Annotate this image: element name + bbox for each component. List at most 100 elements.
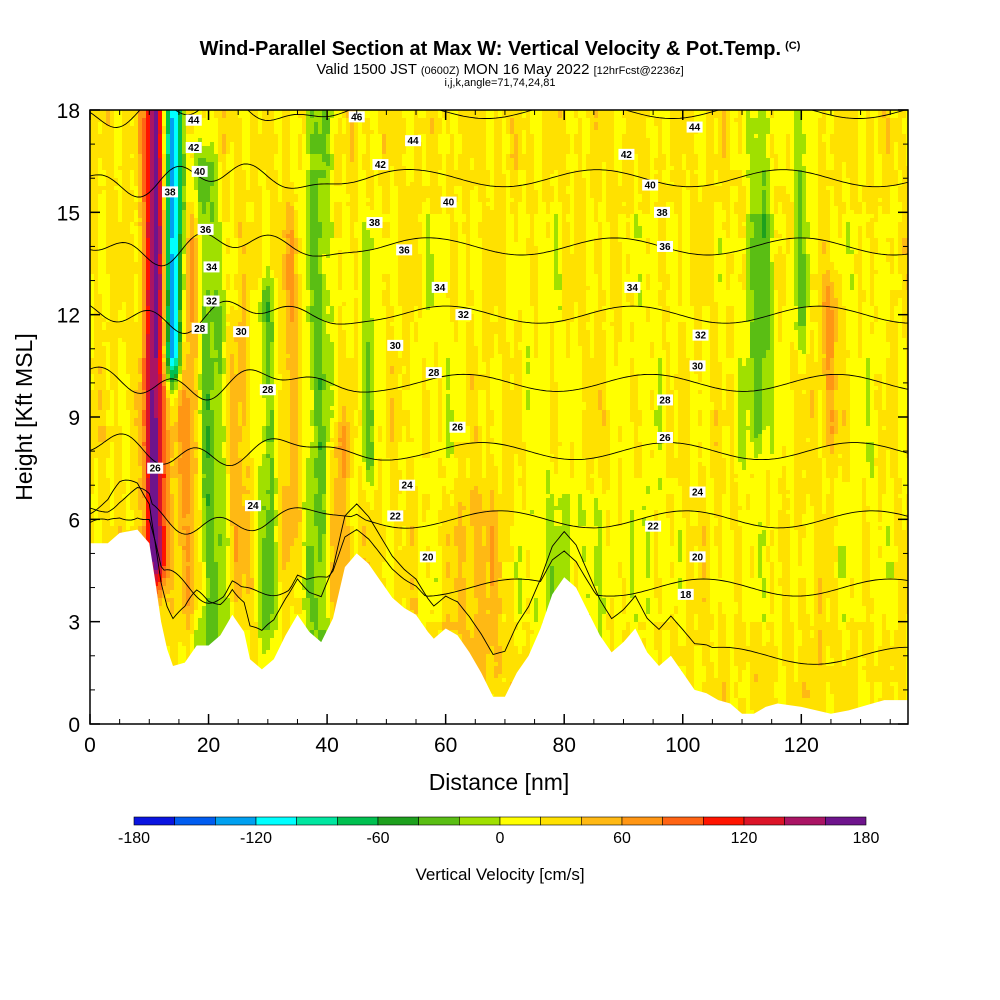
colorbar-tick-label: -60 xyxy=(366,830,389,847)
contour-label: 28 xyxy=(259,384,276,396)
colorbar-swatch xyxy=(784,816,826,826)
colorbar-swatch xyxy=(499,816,541,826)
colorbar: -180 -120 -60 0 60 120 180 xyxy=(118,816,880,847)
velocity-field xyxy=(90,110,908,724)
contour-label: 36 xyxy=(197,223,214,236)
colorbar-swatch xyxy=(255,816,297,826)
contour-label: 36 xyxy=(656,240,673,253)
contour-label: 22 xyxy=(387,510,404,522)
y-tick-label: 9 xyxy=(68,407,80,430)
x-tick-label: 20 xyxy=(197,734,220,757)
isentrope-line xyxy=(90,23,908,58)
valid-prefix: Valid 1500 JST xyxy=(316,61,416,78)
x-tick-label: 0 xyxy=(84,734,96,757)
isentrope-line xyxy=(90,479,908,665)
colorbar-swatch xyxy=(662,816,704,826)
terrain-mask xyxy=(90,529,908,724)
colorbar-swatch xyxy=(377,816,419,826)
y-axis-label: Height [Kft MSL] xyxy=(11,333,37,500)
contour-label: 32 xyxy=(203,295,220,308)
colorbar-tick-label: 60 xyxy=(613,830,631,847)
colorbar-tick-label: 180 xyxy=(853,830,880,847)
colorbar-swatch xyxy=(825,816,867,826)
contour-label: 28 xyxy=(656,394,673,406)
x-tick-label: 60 xyxy=(434,734,457,757)
contour-label: 40 xyxy=(440,196,457,209)
y-tick-label: 0 xyxy=(68,714,80,737)
y-tick-label: 3 xyxy=(68,612,80,635)
contour-label: 40 xyxy=(642,179,659,192)
colorbar-tick-label: 120 xyxy=(731,830,758,847)
contour-label: 42 xyxy=(185,142,202,154)
x-tick-label: 80 xyxy=(553,734,576,757)
isentrope-line xyxy=(90,366,908,401)
contour-label: 26 xyxy=(449,421,466,434)
isentrope-line xyxy=(90,163,908,198)
forecast-info: [12hrFcst@2236z] xyxy=(594,65,684,77)
contour-label: 30 xyxy=(233,326,250,338)
isentrope-line xyxy=(90,300,908,334)
contour-label: 40 xyxy=(191,165,208,178)
contour-label: 42 xyxy=(618,148,635,161)
x-tick-label: 40 xyxy=(315,734,338,757)
colorbar-swatch xyxy=(215,816,257,826)
contour-label: 34 xyxy=(624,281,641,294)
isentrope-line xyxy=(90,110,907,128)
valid-utc: (0600Z) xyxy=(421,65,460,77)
y-tick-label: 6 xyxy=(68,509,80,532)
contour-label: 32 xyxy=(692,329,709,342)
contour-label: 38 xyxy=(654,206,671,219)
contour-label: 44 xyxy=(686,121,703,134)
isentrope-contours xyxy=(90,23,908,665)
contour-label: 20 xyxy=(689,551,706,563)
contour-label: 26 xyxy=(147,462,164,475)
isentrope-line xyxy=(90,517,908,604)
colorbar-swatch xyxy=(703,816,745,826)
colorbar-tick-label: 0 xyxy=(496,830,505,847)
colorbar-tick-label: -120 xyxy=(240,830,272,847)
colorbar-swatch xyxy=(418,816,460,826)
colorbar-swatch xyxy=(296,816,338,826)
colorbar-swatch xyxy=(581,816,623,826)
colorbar-swatch xyxy=(621,816,663,826)
contour-label: 36 xyxy=(396,244,413,256)
contour-label: 24 xyxy=(399,479,416,492)
contour-label: 38 xyxy=(366,217,383,229)
x-tick-label: 120 xyxy=(784,734,819,757)
colorbar-swatch xyxy=(540,816,582,826)
colorbar-swatch xyxy=(459,816,501,826)
contour-label: 44 xyxy=(405,135,422,147)
contour-label: 42 xyxy=(372,159,389,171)
contour-label: 30 xyxy=(689,360,706,372)
contour-label: 24 xyxy=(689,486,706,499)
colorbar-tick-label: -180 xyxy=(118,830,150,847)
terrain-area xyxy=(90,529,908,724)
chart-title-text: Wind-Parallel Section at Max W: Vertical… xyxy=(200,38,781,60)
contour-label: 20 xyxy=(419,551,436,563)
colorbar-swatch xyxy=(337,816,379,826)
contour-label: 38 xyxy=(162,186,179,198)
colorbar-swatch xyxy=(174,816,216,826)
isentrope-line xyxy=(90,433,908,467)
y-tick-label: 18 xyxy=(57,100,80,123)
isentrope-line xyxy=(90,232,908,267)
valid-date: MON 16 May 2022 xyxy=(464,61,590,78)
y-tick-label: 15 xyxy=(57,202,80,225)
x-axis-label: Distance [nm] xyxy=(429,769,570,795)
contour-label: 30 xyxy=(387,339,404,352)
y-tick-label: 12 xyxy=(57,305,80,328)
contour-label: 24 xyxy=(245,500,262,512)
colorbar-label: Vertical Velocity [cm/s] xyxy=(415,865,584,884)
colorbar-swatch xyxy=(133,816,175,826)
colorbar-swatch xyxy=(743,816,785,826)
contour-label: 28 xyxy=(191,322,208,335)
chart-title: Wind-Parallel Section at Max W: Vertical… xyxy=(0,38,1000,61)
x-tick-label: 100 xyxy=(665,734,700,757)
contour-label: 44 xyxy=(185,114,202,127)
contour-label: 22 xyxy=(645,520,662,533)
contour-label: 34 xyxy=(431,281,448,294)
contour-label: 18 xyxy=(677,588,694,601)
